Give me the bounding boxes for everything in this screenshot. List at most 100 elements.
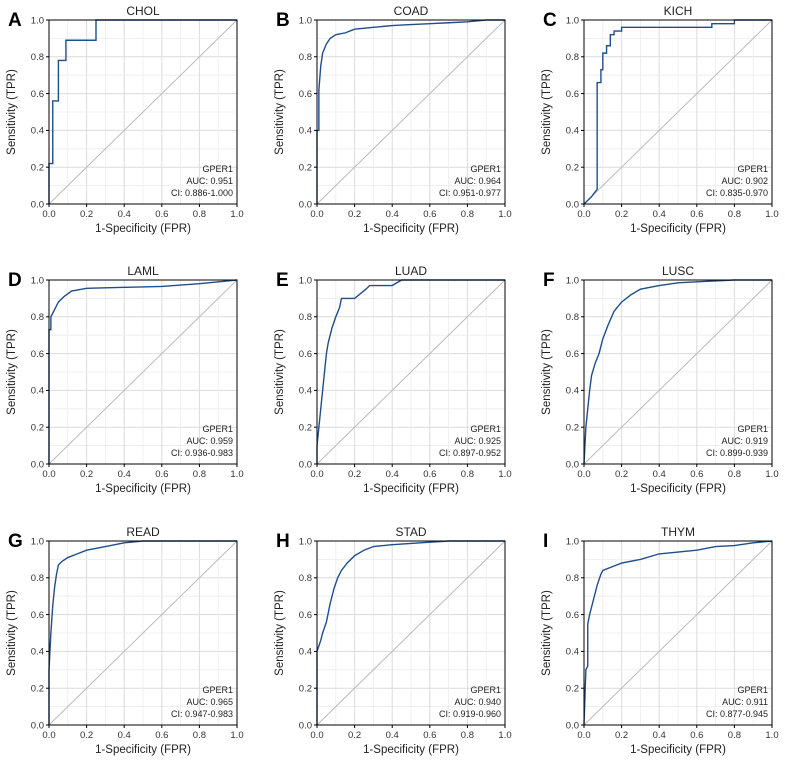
legend: GPER1 AUC: 0.940 CI: 0.919-0.960 [439, 685, 501, 719]
plot-frame [48, 19, 238, 205]
y-tick-label: 0.8 [299, 312, 312, 323]
panel-title: CHOL [126, 4, 160, 18]
panel-title: LUAD [395, 264, 427, 278]
roc-panel-thym: 0.0 0.2 0.4 0.6 0.8 1.0 0.0 0.2 0.4 0.6 0.8 1.0 THYM… [541, 525, 779, 756]
legend-auc: AUC: 0.965 [186, 697, 233, 707]
legend-ci: CI: 0.899-0.939 [706, 448, 768, 458]
roc-curve-line [48, 540, 237, 725]
plot-frame [583, 19, 773, 205]
legend-ci: CI: 0.951-0.977 [439, 188, 501, 198]
y-tick-label: 0.8 [31, 312, 44, 323]
plot-frame [583, 540, 773, 726]
legend-auc: AUC: 0.919 [721, 436, 768, 446]
reference-diagonal [583, 19, 773, 205]
legend-series-name: GPER1 [202, 164, 233, 174]
y-tick-label: 0.6 [31, 349, 44, 360]
y-axis-label: Sensitivity (TPR) [6, 590, 18, 676]
x-axis-label: 1-Specificity (FPR) [363, 483, 459, 495]
panel-title: READ [126, 525, 160, 539]
x-tick-label: 0.6 [690, 209, 703, 220]
x-tick-label: 0.8 [728, 209, 741, 220]
x-axis-label: 1-Specificity (FPR) [363, 223, 459, 235]
y-tick-label: 0.8 [299, 573, 312, 584]
y-tick-label: 0.6 [299, 89, 312, 100]
y-tick-label: 0.2 [566, 163, 579, 174]
panel-letter: C [543, 10, 557, 31]
roc-curve-line [48, 19, 237, 204]
legend-ci: CI: 0.919-0.960 [439, 709, 501, 719]
y-tick-label: 0.2 [566, 684, 579, 695]
plot-frame [316, 540, 506, 726]
y-tick-label: 1.0 [299, 15, 312, 26]
y-tick-label: 0.0 [299, 459, 312, 470]
roc-curve-line [583, 19, 772, 205]
y-tick-label: 0.4 [31, 126, 44, 137]
x-axis-label: 1-Specificity (FPR) [630, 223, 726, 235]
y-tick-label: 1.0 [566, 536, 579, 547]
x-tick-label: 0.0 [42, 209, 55, 220]
x-tick-label: 0.2 [80, 469, 93, 480]
y-tick-label: 0.2 [299, 423, 312, 434]
roc-panel-luad: 0.0 0.2 0.4 0.6 0.8 1.0 0.0 0.2 0.4 0.6 0.8 1.0 LUAD… [274, 264, 512, 495]
x-tick-label: 0.4 [653, 469, 666, 480]
x-tick-label: 0.8 [193, 209, 206, 220]
legend-auc: AUC: 0.959 [186, 436, 233, 446]
plot-frame [48, 540, 238, 726]
panel-letter: E [276, 270, 289, 291]
y-tick-label: 0.4 [31, 386, 44, 397]
roc-curve-line [583, 279, 772, 465]
x-tick-label: 0.2 [348, 469, 361, 480]
x-tick-label: 0.4 [653, 730, 666, 741]
roc-curve-line [316, 540, 505, 725]
legend-auc: AUC: 0.951 [186, 176, 233, 186]
panel-letter: I [543, 531, 548, 552]
legend: GPER1 AUC: 0.964 CI: 0.951-0.977 [439, 164, 501, 198]
y-axis-label: Sensitivity (TPR) [541, 590, 553, 676]
legend-ci: CI: 0.835-0.970 [706, 188, 768, 198]
panel-letter: G [8, 531, 23, 552]
legend-auc: AUC: 0.911 [722, 697, 768, 707]
x-tick-label: 0.8 [728, 469, 741, 480]
y-axis-label: Sensitivity (TPR) [274, 590, 286, 676]
reference-diagonal [583, 540, 773, 726]
x-tick-label: 0.4 [653, 209, 666, 220]
y-axis-label: Sensitivity (TPR) [274, 69, 286, 155]
panel-letter: A [8, 10, 22, 31]
x-tick-label: 0.4 [386, 469, 399, 480]
panel-letter: H [276, 531, 290, 552]
y-axis-label: Sensitivity (TPR) [541, 69, 553, 155]
legend-ci: CI: 0.877-0.945 [706, 709, 768, 719]
y-tick-label: 0.4 [299, 126, 312, 137]
plot-frame [316, 19, 506, 205]
y-tick-label: 1.0 [299, 275, 312, 286]
y-tick-label: 0.4 [299, 647, 312, 658]
y-tick-label: 0.0 [566, 199, 579, 210]
roc-curve-line [48, 279, 238, 464]
x-tick-label: 1.0 [230, 209, 243, 220]
x-tick-label: 0.4 [118, 730, 131, 741]
x-tick-label: 0.6 [423, 209, 436, 220]
x-tick-label: 0.4 [386, 209, 399, 220]
legend-auc: AUC: 0.925 [454, 436, 501, 446]
y-tick-label: 1.0 [566, 15, 579, 26]
y-tick-label: 0.4 [566, 126, 579, 137]
panel-letter: D [8, 270, 22, 291]
x-tick-label: 1.0 [230, 469, 243, 480]
roc-panel-lusc: 0.0 0.2 0.4 0.6 0.8 1.0 0.0 0.2 0.4 0.6 0.8 1.0 LUSC… [541, 264, 779, 495]
legend-auc: AUC: 0.964 [454, 176, 501, 186]
x-tick-label: 0.2 [80, 730, 93, 741]
x-tick-label: 0.8 [461, 209, 474, 220]
y-tick-label: 1.0 [31, 275, 44, 286]
reference-diagonal [583, 279, 773, 465]
x-tick-label: 0.0 [577, 209, 590, 220]
x-tick-label: 0.6 [423, 730, 436, 741]
y-tick-label: 0.2 [31, 684, 44, 695]
legend-series-name: GPER1 [470, 164, 501, 174]
y-axis-label: Sensitivity (TPR) [6, 69, 18, 155]
legend-auc: AUC: 0.902 [721, 176, 768, 186]
x-tick-label: 1.0 [765, 730, 778, 741]
x-tick-label: 0.2 [615, 469, 628, 480]
y-axis-label: Sensitivity (TPR) [6, 329, 18, 415]
x-tick-label: 0.4 [386, 730, 399, 741]
x-tick-label: 0.0 [310, 469, 323, 480]
